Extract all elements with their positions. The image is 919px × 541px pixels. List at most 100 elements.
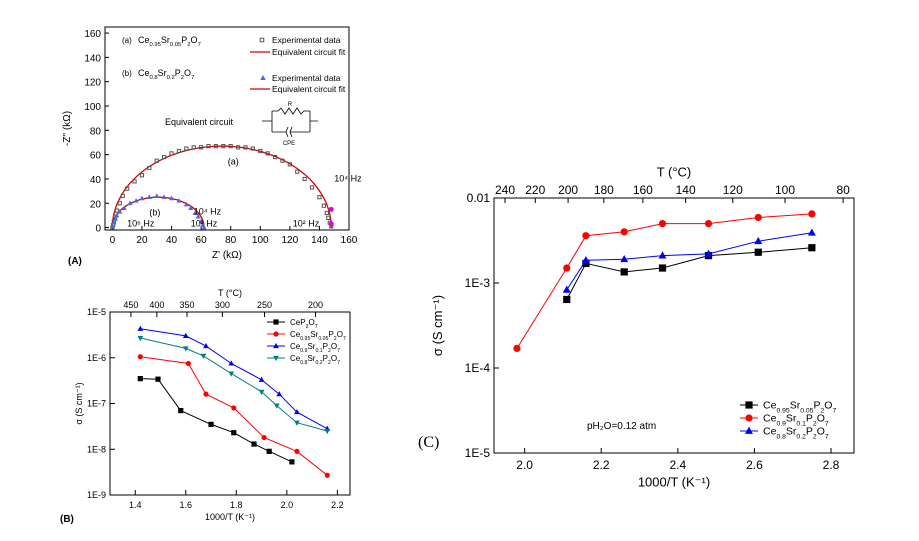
- legend-label: CeP2O7: [290, 318, 318, 330]
- x-tick-label: 1.6: [180, 500, 193, 510]
- data-point: [195, 213, 201, 219]
- x-tick-label: 160: [341, 235, 358, 246]
- data-point: [243, 145, 248, 150]
- data-point: [182, 346, 189, 352]
- legend-label: Ce0.8Sr0.2P2O7: [290, 354, 340, 366]
- top-x-tick-label: 300: [215, 300, 230, 310]
- top-x-axis-label: T (°C): [218, 288, 242, 298]
- legend-label: Ce0.95Sr0.05P2O7: [763, 400, 836, 415]
- data-point: [294, 408, 300, 415]
- legend-marker: [745, 426, 753, 434]
- data-point: [114, 208, 119, 213]
- panel-c: 2.0 2.2 2.4 2.6 2.8 240 220 200 180 160 140 120 100 8…: [430, 164, 855, 490]
- top-x-tick-label: 400: [149, 300, 164, 310]
- data-point: [261, 434, 267, 441]
- legend-marker-a: [259, 37, 265, 43]
- y-tick-label: 40: [90, 175, 102, 186]
- data-point: [208, 421, 214, 427]
- top-x-tick-label: 120: [723, 183, 743, 197]
- data-point: [169, 195, 175, 201]
- freq-marker: [328, 206, 334, 212]
- data-point: [273, 403, 280, 409]
- data-point: [154, 158, 159, 163]
- data-point: [117, 209, 123, 214]
- x-tick-label: 20: [136, 235, 148, 246]
- data-point: [276, 391, 283, 397]
- y-tick-label: 60: [90, 151, 102, 162]
- data-point: [620, 254, 629, 263]
- series-line: [140, 337, 328, 432]
- y-tick-label: 1E-7: [87, 399, 106, 409]
- data-point: [228, 371, 235, 377]
- data-point: [294, 420, 300, 426]
- data-point: [658, 219, 667, 228]
- data-point: [228, 360, 235, 366]
- panel-label-c: (C): [418, 434, 439, 451]
- y-tick-label: 140: [84, 53, 101, 64]
- data-point: [137, 376, 143, 382]
- legend-marker: [273, 331, 279, 337]
- data-point: [114, 212, 120, 218]
- y-tick-label: 1E-5: [465, 446, 491, 460]
- data-point: [326, 215, 331, 220]
- plot-frame: [493, 197, 855, 454]
- legend-label: Ce0.8Sr0.2P2O7: [763, 426, 829, 441]
- data-point: [137, 325, 144, 331]
- data-point: [807, 228, 816, 236]
- legend-marker: [273, 355, 279, 362]
- top-x-tick-label: 200: [308, 300, 323, 310]
- data-point: [146, 194, 152, 200]
- top-x-tick-label: 140: [676, 183, 696, 197]
- data-point: [280, 158, 285, 163]
- freq-label: 10⁴ Hz: [334, 174, 362, 184]
- top-x-tick-label: 100: [775, 183, 795, 197]
- x-tick-label: 100: [252, 235, 269, 246]
- data-point: [321, 203, 326, 208]
- freq-label: 10⁴ Hz: [194, 206, 222, 216]
- data-point: [183, 201, 189, 207]
- cpe-symbol: [285, 126, 293, 138]
- y-tick-label: 1E-9: [87, 490, 106, 500]
- data-point: [658, 264, 667, 272]
- top-x-axis-label: T (°C): [657, 164, 692, 179]
- data-point: [199, 145, 204, 150]
- data-point: [182, 332, 189, 339]
- top-x-tick-label: 160: [633, 183, 653, 197]
- top-x-tick-label: 80: [836, 183, 850, 197]
- x-tick-label: 40: [166, 235, 178, 246]
- data-point: [754, 236, 763, 245]
- data-point: [176, 198, 182, 203]
- data-point: [169, 151, 174, 156]
- inset-cpe-label: CPE: [283, 141, 295, 147]
- annotation-ph2o: pH₂O=0.12 atm: [587, 421, 656, 432]
- data-point: [155, 376, 161, 382]
- y-tick-label: 0.01: [467, 191, 491, 205]
- data-point: [125, 186, 130, 191]
- data-point: [117, 201, 122, 206]
- data-point: [161, 194, 167, 200]
- x-tick-label: 60: [196, 235, 208, 246]
- legend-entry-fit-b: Equivalent circuit fit: [272, 84, 346, 94]
- series-line: [566, 232, 812, 291]
- data-point: [272, 154, 278, 160]
- legend-prefix-b: (b): [122, 69, 132, 78]
- data-point: [620, 228, 628, 236]
- data-point: [221, 144, 226, 149]
- x-tick-label: 2.6: [746, 458, 763, 472]
- data-point: [266, 448, 272, 454]
- y-axis-label: -Z'' (kΩ): [62, 111, 73, 146]
- y-tick-label: 100: [84, 102, 101, 113]
- x-tick-label: 80: [225, 235, 237, 246]
- data-point: [111, 219, 117, 225]
- data-point: [754, 213, 762, 222]
- freq-label: 10² Hz: [293, 219, 320, 229]
- legend-formula-a: Ce0.95Sr0.05P2O7: [138, 35, 201, 48]
- top-x-tick-label: 250: [257, 300, 272, 310]
- data-point: [295, 169, 300, 174]
- data-point: [324, 210, 329, 216]
- panel-a: 0 20 40 60 80 100 120 140 160 0 20 40 60 80 100 120 140 1…: [62, 26, 362, 261]
- data-point: [188, 205, 194, 210]
- y-tick-label: 1E-8: [87, 444, 106, 454]
- data-point: [200, 353, 207, 359]
- data-point: [192, 210, 198, 215]
